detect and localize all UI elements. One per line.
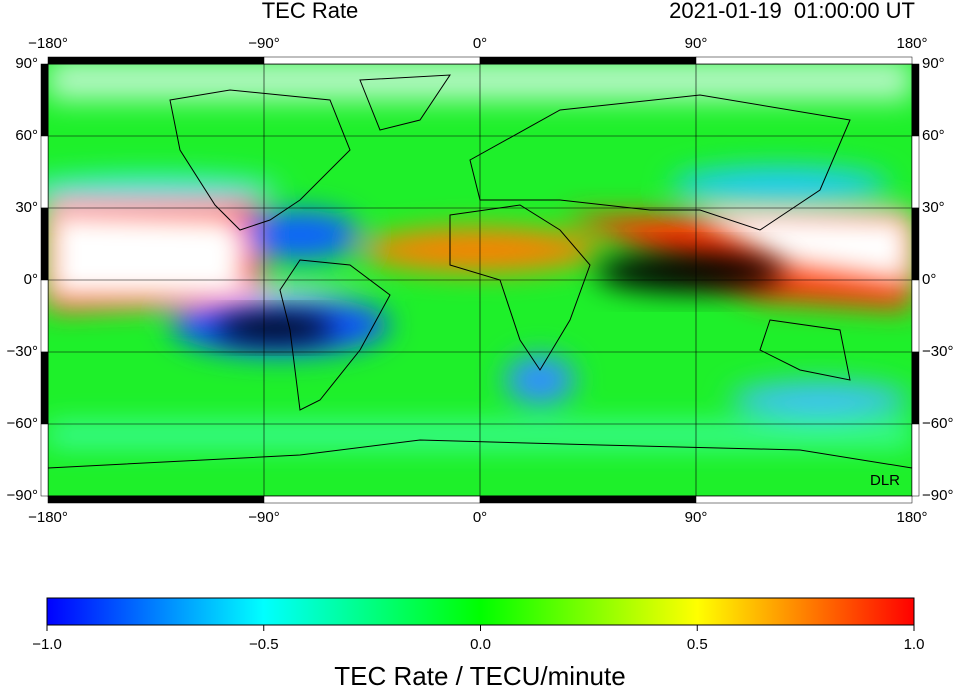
frame-bar — [911, 279, 920, 353]
colorbar-tick-label: 0.0 — [470, 636, 491, 653]
frame-bar — [40, 351, 49, 425]
lat-tick-label: −60° — [7, 415, 38, 432]
lon-tick-label: 180° — [896, 509, 927, 526]
lat-tick-label: −90° — [922, 487, 953, 504]
credit: DLR — [870, 472, 900, 489]
frame-bar — [479, 495, 697, 504]
colorbar — [46, 597, 915, 626]
colorbar-tick-label: −0.5 — [249, 636, 279, 653]
lat-tick-label: 60° — [15, 127, 38, 144]
lat-tick-label: 0° — [922, 271, 936, 288]
frame-bar — [40, 279, 49, 353]
lon-tick-label: −90° — [248, 509, 279, 526]
title: TEC Rate — [262, 0, 359, 23]
frame-bar — [40, 423, 49, 497]
lat-tick-label: −90° — [7, 487, 38, 504]
frame-bar — [911, 63, 920, 137]
lon-tick-label: −90° — [248, 35, 279, 52]
lon-tick-label: −180° — [28, 509, 68, 526]
lat-tick-label: 60° — [922, 127, 945, 144]
frame-bar — [911, 135, 920, 209]
frame-bar — [911, 423, 920, 497]
frame-bar — [47, 56, 265, 65]
lat-tick-label: 30° — [922, 199, 945, 216]
frame-bar — [695, 495, 913, 504]
frame-bar — [479, 56, 697, 65]
timestamp: 2021-01-19 01:00:00 UT — [669, 0, 915, 23]
colorbar-label: TEC Rate / TECU/minute — [334, 661, 625, 690]
lat-tick-label: 90° — [15, 55, 38, 72]
frame-bar — [911, 207, 920, 281]
lon-tick-label: 180° — [896, 35, 927, 52]
frame-bar — [40, 135, 49, 209]
lon-tick-label: 0° — [473, 35, 487, 52]
lat-tick-label: −60° — [922, 415, 953, 432]
frame-bar — [40, 207, 49, 281]
colorbar-tick-label: 0.5 — [687, 636, 708, 653]
frame-bar — [40, 63, 49, 137]
frame-bar — [263, 495, 481, 504]
colorbar-tick-label: −1.0 — [32, 636, 62, 653]
lat-tick-label: −30° — [922, 343, 953, 360]
colorbar-tick-label: 1.0 — [904, 636, 925, 653]
lat-tick-label: 90° — [922, 55, 945, 72]
coastlines — [48, 74, 912, 469]
frame-bar — [47, 495, 265, 504]
lat-tick-label: 0° — [24, 271, 38, 288]
frame-bar — [911, 351, 920, 425]
tec-field — [48, 64, 912, 496]
lon-tick-label: 90° — [685, 35, 708, 52]
frame-bar — [263, 56, 481, 65]
lon-tick-label: −180° — [28, 35, 68, 52]
lon-tick-label: 90° — [685, 509, 708, 526]
lat-tick-label: 30° — [15, 199, 38, 216]
frame-bar — [695, 56, 913, 65]
lon-tick-label: 0° — [473, 509, 487, 526]
lat-tick-label: −30° — [7, 343, 38, 360]
